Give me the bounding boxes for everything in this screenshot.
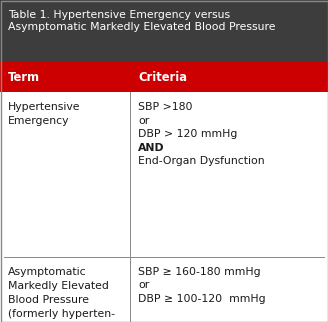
Bar xyxy=(0,62,328,92)
Bar xyxy=(0,257,328,322)
Text: Criteria: Criteria xyxy=(138,71,187,83)
Bar xyxy=(0,0,328,62)
Text: Asymptomatic Markedly Elevated Blood Pressure: Asymptomatic Markedly Elevated Blood Pre… xyxy=(8,22,276,32)
Text: End-Organ Dysfunction: End-Organ Dysfunction xyxy=(138,156,265,166)
Text: or: or xyxy=(138,280,149,290)
Text: Hypertensive
Emergency: Hypertensive Emergency xyxy=(8,102,80,126)
Text: DBP > 120 mmHg: DBP > 120 mmHg xyxy=(138,129,237,139)
Text: AND: AND xyxy=(138,143,165,153)
Text: Table 1. Hypertensive Emergency versus: Table 1. Hypertensive Emergency versus xyxy=(8,10,230,20)
Text: DBP ≥ 100-120  mmHg: DBP ≥ 100-120 mmHg xyxy=(138,294,266,304)
Text: or: or xyxy=(138,116,149,126)
Text: SBP ≥ 160-180 mmHg: SBP ≥ 160-180 mmHg xyxy=(138,267,261,277)
Text: SBP >180: SBP >180 xyxy=(138,102,193,112)
Text: Term: Term xyxy=(8,71,40,83)
Bar xyxy=(0,92,328,257)
Text: Asymptomatic
Markedly Elevated
Blood Pressure
(formerly hyperten-
sive urgency): Asymptomatic Markedly Elevated Blood Pre… xyxy=(8,267,115,322)
